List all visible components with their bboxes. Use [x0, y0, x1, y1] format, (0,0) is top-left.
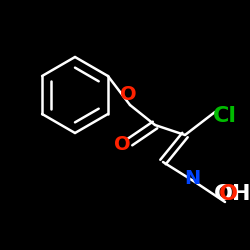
- Text: O: O: [120, 86, 136, 104]
- Text: O: O: [218, 184, 238, 204]
- Text: N: N: [184, 168, 200, 188]
- Text: Cl: Cl: [213, 106, 237, 126]
- Text: OH: OH: [214, 184, 250, 204]
- Text: O: O: [114, 134, 130, 154]
